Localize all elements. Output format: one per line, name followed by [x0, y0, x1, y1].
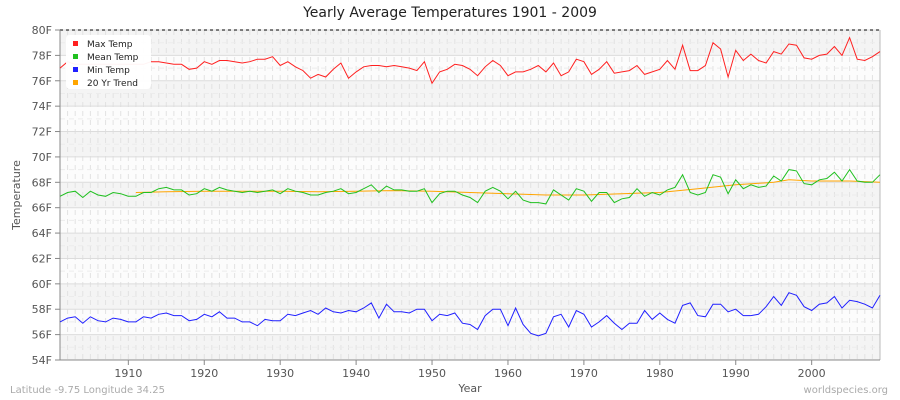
- chart-title: Yearly Average Temperatures 1901 - 2009: [303, 5, 597, 21]
- y-tick-label: 74F: [32, 100, 52, 113]
- x-tick-label: 1960: [494, 367, 522, 380]
- legend-swatch: [73, 41, 78, 46]
- x-tick-label: 1930: [266, 367, 294, 380]
- source-label: worldspecies.org: [803, 385, 888, 396]
- legend-label: Mean Temp: [87, 53, 139, 63]
- legend-label: Min Temp: [87, 66, 130, 76]
- y-tick-label: 76F: [32, 75, 52, 88]
- x-tick-label: 1940: [342, 367, 370, 380]
- y-tick-label: 68F: [32, 176, 52, 189]
- series-line-mean-temp: [59, 168, 881, 205]
- legend-swatch: [73, 54, 78, 59]
- x-axis-label: Year: [457, 382, 482, 395]
- y-tick-label: 66F: [32, 202, 52, 215]
- x-tick-label: 1970: [570, 367, 598, 380]
- x-tick-label: 1950: [418, 367, 446, 380]
- y-tick-label: 60F: [32, 278, 52, 291]
- x-tick-label: 1980: [646, 367, 674, 380]
- y-tick-label: 78F: [32, 49, 52, 62]
- y-axis-label: Temperature: [10, 160, 23, 231]
- series-line-min-temp: [59, 292, 881, 337]
- x-tick-label: 1910: [114, 367, 142, 380]
- legend-swatch: [73, 80, 78, 85]
- y-tick-label: 58F: [32, 303, 52, 316]
- legend-label: Max Temp: [87, 40, 133, 50]
- legend-swatch: [73, 67, 78, 72]
- location-label: Latitude -9.75 Longitude 34.25: [10, 385, 165, 396]
- y-tick-label: 54F: [32, 354, 52, 367]
- legend-label: 20 Yr Trend: [87, 79, 138, 89]
- legend-box: [66, 35, 151, 89]
- y-tick-label: 80F: [32, 24, 52, 37]
- y-tick-label: 70F: [32, 151, 52, 164]
- x-tick-label: 2000: [798, 367, 826, 380]
- y-tick-label: 72F: [32, 126, 52, 139]
- y-tick-label: 62F: [32, 252, 52, 265]
- series-line-max-temp: [59, 36, 881, 85]
- y-tick-label: 64F: [32, 227, 52, 240]
- y-tick-label: 56F: [32, 329, 52, 342]
- x-tick-label: 1990: [722, 367, 750, 380]
- x-tick-label: 1920: [190, 367, 218, 380]
